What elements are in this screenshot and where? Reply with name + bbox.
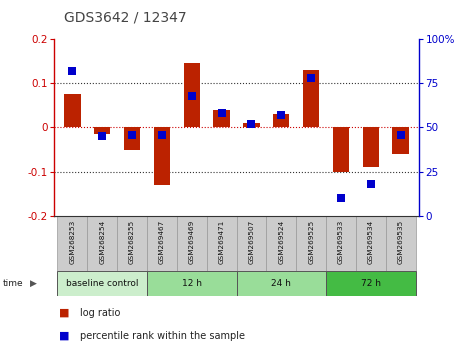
Text: GSM269471: GSM269471 bbox=[219, 220, 225, 264]
Text: GSM269525: GSM269525 bbox=[308, 220, 314, 264]
Text: GSM269533: GSM269533 bbox=[338, 220, 344, 264]
Text: GSM269467: GSM269467 bbox=[159, 220, 165, 264]
Bar bbox=[363, 127, 379, 167]
Point bbox=[278, 112, 285, 118]
Bar bbox=[64, 94, 80, 127]
Bar bbox=[303, 70, 319, 127]
Bar bbox=[236, 216, 266, 271]
Bar bbox=[147, 216, 177, 271]
Bar bbox=[236, 271, 326, 296]
Text: GSM268253: GSM268253 bbox=[70, 220, 75, 264]
Text: 24 h: 24 h bbox=[272, 279, 291, 288]
Point bbox=[98, 133, 106, 139]
Bar bbox=[296, 216, 326, 271]
Bar bbox=[266, 216, 296, 271]
Text: GSM269507: GSM269507 bbox=[248, 220, 254, 264]
Bar bbox=[356, 216, 386, 271]
Text: GSM269534: GSM269534 bbox=[368, 220, 374, 264]
Text: ■: ■ bbox=[59, 308, 70, 318]
Text: time: time bbox=[2, 279, 23, 288]
Bar bbox=[243, 123, 260, 127]
Text: GDS3642 / 12347: GDS3642 / 12347 bbox=[64, 11, 186, 25]
Text: 72 h: 72 h bbox=[361, 279, 381, 288]
Bar bbox=[326, 271, 416, 296]
Text: 12 h: 12 h bbox=[182, 279, 201, 288]
Bar bbox=[333, 127, 349, 172]
Bar bbox=[124, 127, 140, 149]
Bar bbox=[147, 271, 236, 296]
Text: ▶: ▶ bbox=[30, 279, 37, 288]
Bar bbox=[326, 216, 356, 271]
Point bbox=[307, 75, 315, 81]
Point bbox=[397, 132, 404, 137]
Text: GSM268254: GSM268254 bbox=[99, 220, 105, 264]
Text: baseline control: baseline control bbox=[66, 279, 139, 288]
Text: log ratio: log ratio bbox=[80, 308, 121, 318]
Bar bbox=[57, 271, 147, 296]
Point bbox=[69, 68, 76, 74]
Bar bbox=[177, 216, 207, 271]
Bar bbox=[117, 216, 147, 271]
Point bbox=[128, 132, 136, 137]
Text: GSM268255: GSM268255 bbox=[129, 220, 135, 264]
Bar bbox=[154, 127, 170, 185]
Text: GSM269524: GSM269524 bbox=[278, 220, 284, 264]
Bar bbox=[393, 127, 409, 154]
Bar bbox=[207, 216, 236, 271]
Point bbox=[188, 93, 195, 98]
Point bbox=[248, 121, 255, 127]
Bar bbox=[87, 216, 117, 271]
Text: percentile rank within the sample: percentile rank within the sample bbox=[80, 331, 245, 341]
Bar bbox=[94, 127, 110, 134]
Bar bbox=[386, 216, 416, 271]
Point bbox=[367, 181, 375, 187]
Bar bbox=[184, 63, 200, 127]
Text: GSM269535: GSM269535 bbox=[398, 220, 403, 264]
Text: GSM269469: GSM269469 bbox=[189, 220, 195, 264]
Bar bbox=[273, 114, 289, 127]
Point bbox=[158, 132, 166, 137]
Text: ■: ■ bbox=[59, 331, 70, 341]
Bar bbox=[213, 110, 230, 127]
Bar bbox=[57, 216, 87, 271]
Point bbox=[218, 110, 225, 116]
Point bbox=[337, 195, 345, 201]
